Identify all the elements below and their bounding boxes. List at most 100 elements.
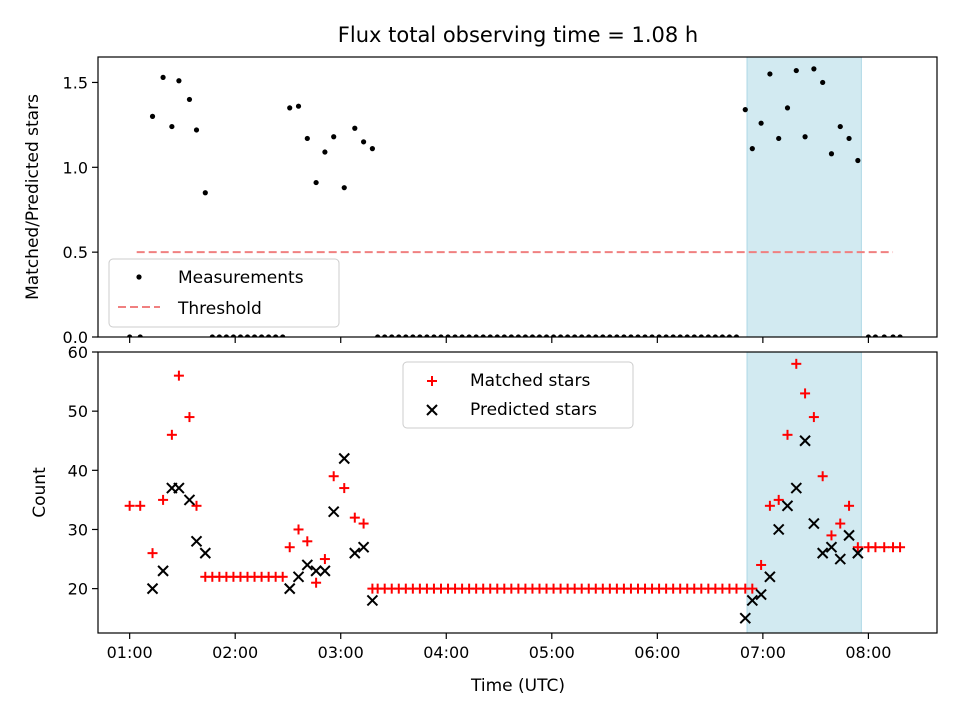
measurements-point — [331, 134, 337, 140]
measurements-point — [600, 334, 606, 337]
measurements-point — [811, 66, 817, 72]
measurements-point — [424, 334, 430, 337]
predicted-stars-marker — [319, 565, 331, 577]
measurements-point — [579, 334, 585, 337]
measurements-point — [280, 334, 286, 337]
matched-stars-marker — [835, 518, 846, 529]
highlight-span — [746, 56, 862, 338]
measurements-point — [776, 135, 782, 142]
matched-stars-marker — [358, 518, 369, 529]
measurements-point — [352, 125, 358, 131]
predicted-stars-marker — [808, 517, 820, 530]
measurements-point — [389, 334, 395, 337]
matched-stars-marker — [349, 512, 360, 523]
measurements-point — [473, 334, 479, 337]
y-tick-label: 1.0 — [63, 158, 88, 177]
predicted-stars-marker — [772, 523, 785, 536]
measurements-point — [466, 334, 472, 337]
measurements-point — [322, 149, 328, 155]
measurements-point — [865, 334, 872, 337]
matched-stars-marker — [895, 542, 906, 553]
measurements-point — [515, 334, 521, 337]
predicted-stars-marker — [310, 565, 322, 577]
measurements-point — [508, 334, 514, 337]
measurements-point — [176, 78, 182, 84]
measurements-point — [872, 334, 879, 337]
legend-label: Measurements — [178, 268, 304, 288]
predicted-stars-marker — [755, 588, 767, 601]
x-tick-label: 04:00 — [423, 643, 469, 662]
measurements-point — [501, 334, 507, 337]
measurements-point — [897, 334, 903, 337]
measurements-point — [802, 134, 808, 140]
matched-stars-marker — [817, 471, 828, 482]
measurements-point — [487, 334, 493, 337]
measurements-point — [677, 334, 683, 337]
measurements-point — [846, 135, 852, 142]
ratio-panel: 0.0 0.5 1.0 1.5 Matched/Predicted stars Measu… — [23, 56, 938, 347]
matched-stars-marker — [773, 494, 784, 505]
predicted-stars-marker — [366, 594, 379, 607]
measurements-point — [273, 334, 279, 337]
predicted-stars-marker — [284, 582, 296, 595]
matched-stars-marker — [800, 388, 811, 399]
measurements-point — [445, 334, 451, 337]
y-tick-label: 0.5 — [63, 243, 88, 262]
figure-title: Flux total observing time = 1.08 h — [338, 23, 698, 47]
predicted-stars-marker — [292, 571, 305, 583]
measurements-point — [304, 135, 310, 142]
matched-stars-marker — [328, 471, 339, 482]
measurements-point — [230, 334, 237, 337]
measurements-point — [565, 334, 571, 337]
measurements-point — [149, 113, 156, 119]
matched-stars-marker — [844, 500, 855, 511]
y-tick-label: 1.5 — [63, 73, 88, 92]
measurements-point — [749, 146, 755, 152]
matched-stars-marker — [791, 358, 802, 369]
matched-stars-marker — [852, 542, 863, 553]
y-tick-label: 50 — [68, 402, 88, 421]
legend-box — [402, 361, 634, 429]
matched-stars-marker — [184, 412, 195, 423]
matched-stars-marker — [284, 542, 295, 553]
matched-stars-marker — [747, 583, 758, 594]
x-tick-label: 06:00 — [634, 643, 680, 662]
measurements-point — [705, 334, 711, 337]
measurements-point — [295, 103, 302, 109]
legend-box — [108, 258, 340, 328]
predicted-stars-marker — [799, 435, 811, 447]
highlight-span — [746, 351, 862, 634]
predicted-stars-marker — [746, 594, 759, 607]
matched-stars-marker — [147, 548, 158, 559]
measurements-point — [855, 157, 861, 164]
measurements-point — [726, 334, 733, 337]
measurements-point — [266, 334, 272, 337]
measurements-point — [628, 334, 634, 337]
measurements-point — [438, 334, 444, 337]
matched-stars-marker — [756, 559, 767, 570]
measurements-point — [543, 334, 550, 337]
measurements-point — [663, 334, 669, 337]
measurements-point — [758, 120, 764, 126]
predicted-stars-marker — [764, 571, 776, 583]
measurements-point — [160, 74, 166, 80]
ratio-plot-area — [127, 66, 903, 337]
measurements-point — [828, 151, 835, 157]
predicted-stars-marker — [843, 529, 855, 542]
measurements-point — [410, 334, 416, 337]
matched-stars-marker — [135, 500, 146, 511]
legend-count: Matched stars Predicted stars — [402, 361, 634, 429]
measurements-point — [607, 334, 613, 337]
y-tick-label: 60 — [68, 343, 88, 362]
measurements-point — [396, 334, 402, 337]
measurements-point — [251, 334, 258, 337]
measurements-point — [837, 123, 843, 130]
predicted-stars-marker — [349, 547, 361, 559]
legend-ratio: Measurements Threshold — [108, 258, 340, 328]
predicted-stars-marker — [190, 535, 203, 548]
measurements-point — [382, 334, 388, 337]
count-panel: 20 30 40 50 60 01:00 02:00 03:00 04:00 05:00 06:00… — [30, 343, 938, 662]
predicted-stars-marker — [825, 541, 838, 553]
measurements-point — [403, 334, 409, 337]
